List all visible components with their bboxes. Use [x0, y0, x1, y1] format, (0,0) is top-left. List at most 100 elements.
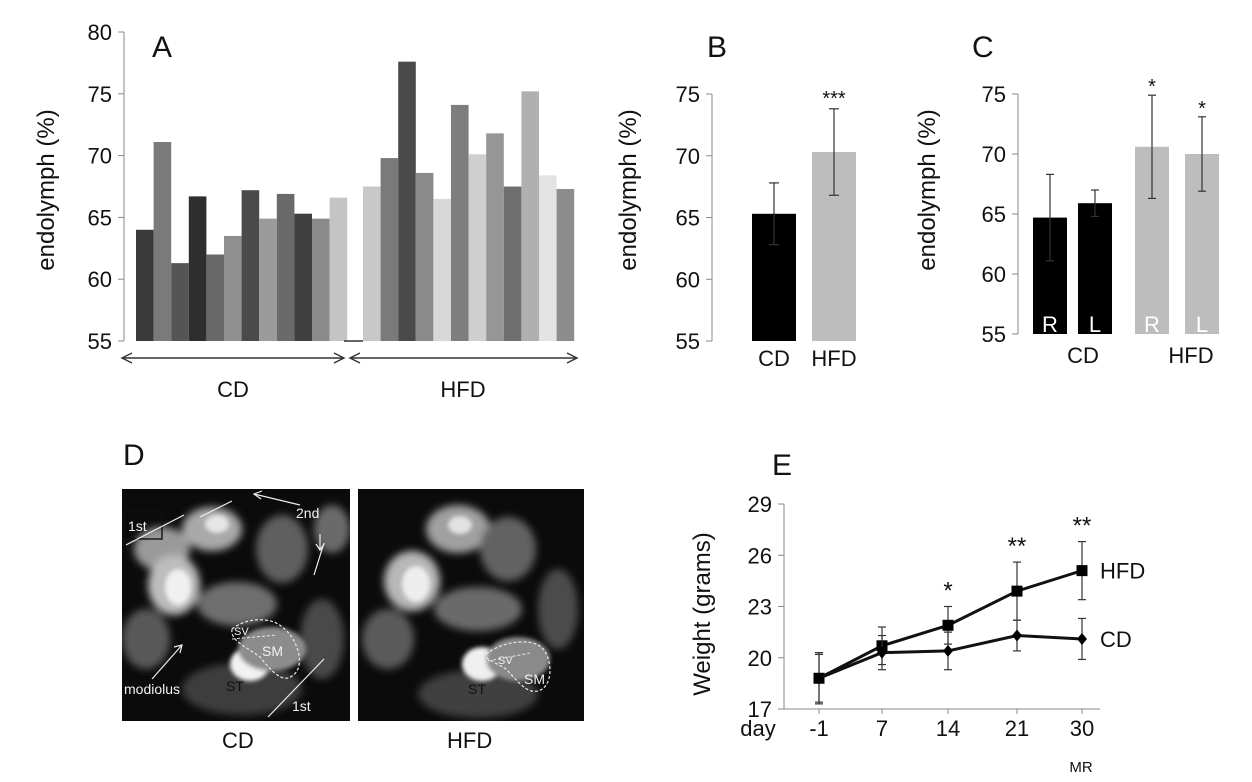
chart-b-yaxis: 55 60 65 70 75: [676, 82, 713, 354]
bar-hfd: [521, 91, 539, 341]
chart-e-xtick-label: -1: [809, 716, 829, 741]
chart-e-xtick-label: 30: [1070, 716, 1094, 741]
chart-a-group-label-hfd: HFD: [440, 377, 485, 402]
bar-cd: [188, 196, 207, 341]
mri-image-cd: 1st 2nd modiolus SV SM ST 1st: [122, 489, 350, 721]
chart-e-xtick-label: 7: [876, 716, 888, 741]
mri-hfd-drawing: SV SM ST: [362, 505, 578, 718]
chart-c: endolymph (%) 55 60 65 70 75 R L R * L * CD HFD: [914, 76, 1219, 368]
significance-marker: **: [1008, 533, 1027, 560]
chart-e-xtick-label: 21: [1005, 716, 1029, 741]
bar-hfd: [539, 175, 557, 341]
mri-caption-cd: CD: [222, 728, 254, 753]
chart-c-ytick-label: 70: [982, 142, 1006, 167]
bar-cd: [171, 263, 189, 341]
category-label: HFD: [811, 346, 856, 371]
mri-hfd-label-st: ST: [468, 681, 486, 697]
mri-hfd-label-sv: SV: [498, 655, 513, 667]
chart-a: endolymph (%) 55 60 65 70 75 80 CD HFD: [33, 20, 579, 402]
bar-hfd: [451, 104, 469, 341]
chart-e-ytick-label: 29: [748, 492, 772, 517]
chart-b-ytick-label: 55: [676, 329, 700, 354]
chart-a-ytick-label: 60: [88, 267, 112, 292]
point-cd: [1012, 629, 1022, 642]
significance-marker: *: [1198, 98, 1206, 120]
bar-hfd: [380, 158, 399, 341]
bar-cd: [329, 197, 348, 341]
mri-cd-box: [123, 510, 163, 540]
bar-cd: [153, 142, 172, 341]
point-hfd: [1011, 585, 1023, 597]
bar-cd: [206, 254, 224, 341]
chart-c-yaxis: 55 60 65 70 75: [982, 82, 1019, 347]
bar-cd: [312, 218, 330, 341]
chart-e-ytick-label: 20: [748, 646, 772, 671]
chart-c-ylabel: endolymph (%): [914, 109, 941, 270]
bar-side-label: R: [1144, 312, 1160, 337]
mri-hfd-sm-outline: [485, 641, 551, 692]
panel-label-e: E: [772, 449, 792, 482]
mri-image-hfd: SV SM ST: [358, 489, 584, 721]
chart-c-group-label-cd: CD: [1067, 343, 1099, 368]
point-cd: [814, 672, 824, 685]
chart-a-group-label-cd: CD: [217, 377, 249, 402]
chart-a-bars: [136, 61, 575, 342]
point-cd: [943, 644, 953, 657]
chart-e-ylabel: Weight (grams): [689, 532, 716, 696]
mri-cd-label-modiolus: modiolus: [124, 681, 180, 697]
chart-a-ytick-label: 70: [88, 144, 112, 169]
mri-cd-arrow-2nd: [253, 493, 301, 506]
chart-a-ytick-label: 55: [88, 329, 112, 354]
bar-hfd: [468, 154, 487, 341]
chart-e-xtick-label: 14: [936, 716, 960, 741]
significance-marker: *: [943, 578, 952, 605]
chart-e-ytick-label: 23: [748, 595, 772, 620]
chart-b: endolymph (%) 55 60 65 70 75 CD HFD ***: [615, 82, 857, 371]
panel-label-c: C: [972, 31, 994, 64]
chart-a-ytick-label: 65: [88, 205, 112, 230]
bar-hfd: [415, 172, 434, 341]
point-hfd: [1076, 565, 1088, 577]
bar-side-label: L: [1196, 312, 1208, 337]
mri-cd-line: [199, 500, 233, 518]
chart-c-ytick-label: 60: [982, 262, 1006, 287]
significance-marker: *: [1148, 76, 1156, 98]
chart-e-x-note: MR: [1069, 759, 1092, 776]
mri-cd-structures: [165, 515, 306, 681]
mri-cd-line: [125, 514, 185, 546]
bar-side-label: L: [1089, 312, 1101, 337]
mri-cd-membrane: [231, 634, 278, 640]
bar-side-label: R: [1042, 312, 1058, 337]
bar-cd: [224, 235, 242, 341]
mri-cd-label-st: ST: [226, 678, 244, 694]
bar-hfd: [503, 186, 522, 341]
bar-hfd: [486, 133, 504, 341]
mri-cd-label-sv: SV: [234, 626, 249, 638]
mri-cd-label-2nd: 2nd: [296, 505, 319, 521]
bar-cd: [259, 218, 277, 341]
chart-e-x-prefix: day: [740, 716, 775, 741]
category-label: CD: [758, 346, 790, 371]
mri-cd-label-1st-bottom: 1st: [292, 698, 311, 714]
panel-label-b: B: [707, 31, 727, 64]
chart-c-group-label-hfd: HFD: [1168, 343, 1213, 368]
bar-hfd: [556, 188, 575, 341]
mri-hfd-label-sm: SM: [524, 671, 545, 687]
chart-e-axes: 17 20 23 26 29 -1 7 14 21 30: [748, 492, 1100, 741]
chart-a-yaxis: 55 60 65 70 75 80: [88, 20, 125, 354]
bar-hfd: [363, 186, 381, 341]
mri-cd-line: [313, 542, 325, 576]
legend-label-cd: CD: [1100, 627, 1132, 652]
bar: [1078, 203, 1112, 334]
bar-hfd: [433, 198, 451, 341]
chart-a-group-arrows: [120, 352, 579, 364]
mri-hfd-membrane: [487, 652, 531, 662]
chart-c-ytick-label: 65: [982, 202, 1006, 227]
bar-cd: [136, 229, 154, 341]
chart-b-ytick-label: 60: [676, 267, 700, 292]
point-cd: [877, 646, 887, 659]
chart-b-ytick-label: 65: [676, 206, 700, 231]
bar-hfd: [398, 61, 416, 341]
chart-c-ytick-label: 55: [982, 322, 1006, 347]
